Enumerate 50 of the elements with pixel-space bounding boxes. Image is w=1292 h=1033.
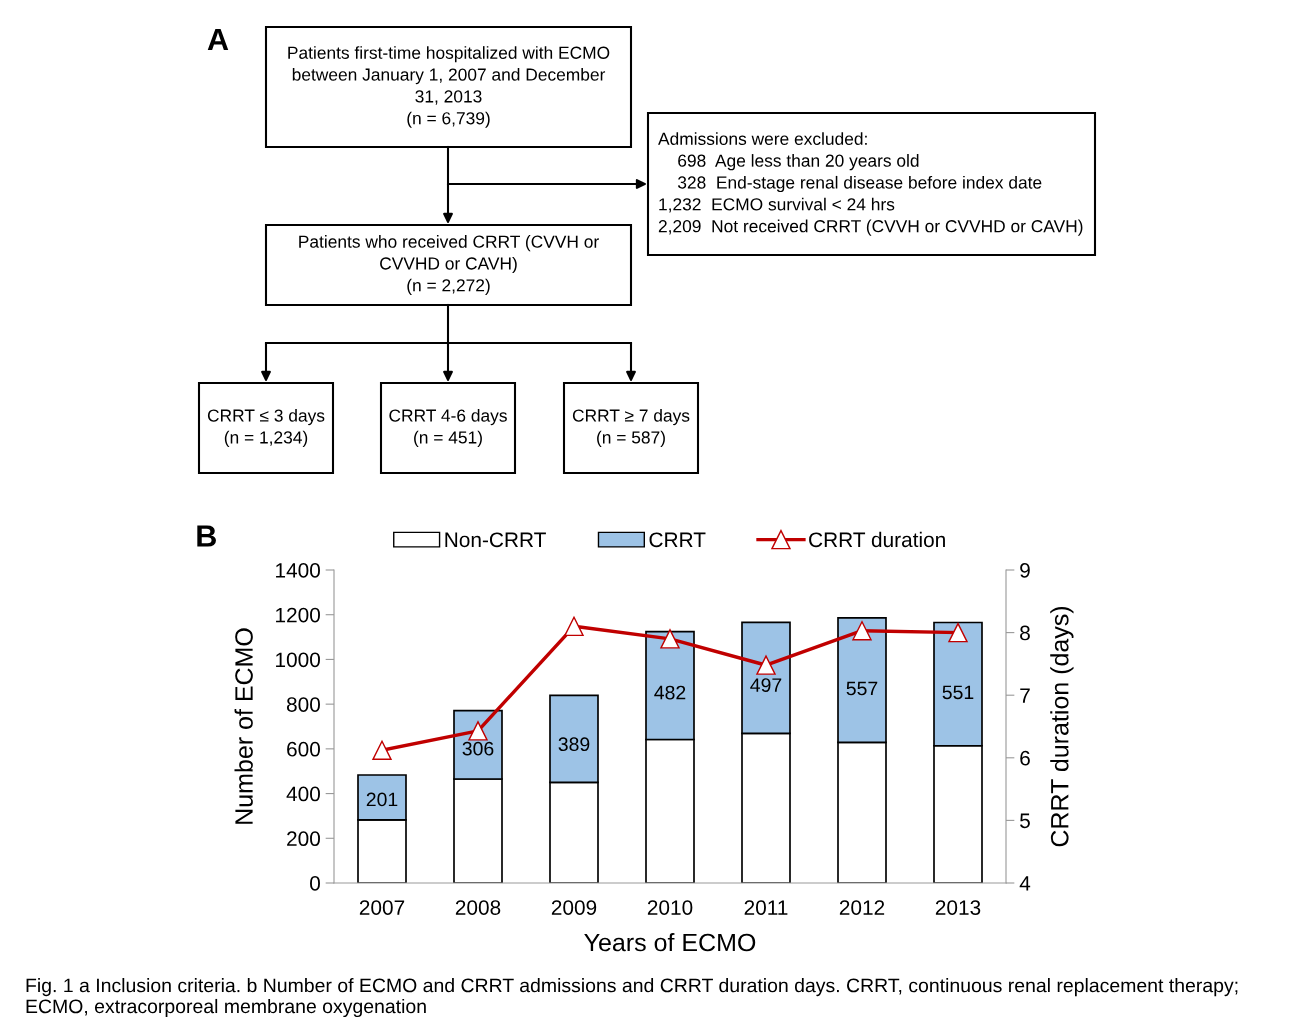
legend-label: CRRT <box>649 532 706 548</box>
y-tick-label: 1400 <box>276 563 320 578</box>
legend-label: CRRT duration <box>809 531 945 548</box>
x-tick-label: 2012 <box>839 900 885 915</box>
point <box>852 620 872 641</box>
y2-tick-label: 6 <box>1020 750 1030 766</box>
x-tick-label: 2009 <box>551 900 597 915</box>
y-tick-label: 1000 <box>276 652 320 668</box>
x-tick-label: 2011 <box>744 900 788 915</box>
x-tick-label: 2013 <box>935 900 981 915</box>
point <box>948 622 968 643</box>
caption: Fig. 1 a Inclusion criteria. b Number of ECMO and CRRT admissions and CRRT duration days. CRRT, continuous renal replacement therapy; ECMO, extracorporeal membrane oxygenation <box>26 978 1238 1018</box>
y2-tick-label: 8 <box>1020 625 1030 641</box>
data-label: 201 <box>366 792 398 807</box>
data-label: 389 <box>558 737 590 752</box>
text: A <box>207 28 229 50</box>
x-tick-label: 2010 <box>647 900 693 915</box>
y-tick-label: 0 <box>310 876 320 891</box>
text: Patients first-time hospitalized with ECMO between January 1, 2007 and December 31, 2013 (n = 6,739) <box>288 46 610 128</box>
text: CRRT 4-6 days (n = 451) <box>389 408 507 448</box>
text: Patients who received CRRT (CVVH or CVVHD or CAVH) (n = 2,272) <box>299 235 599 295</box>
y-tick-label: 400 <box>286 786 320 802</box>
point <box>468 721 488 741</box>
data-label: 551 <box>942 685 974 700</box>
y2-tick-label: 9 <box>1020 563 1030 578</box>
chart-title: B <box>197 525 216 547</box>
x-tick-label: 2008 <box>455 900 501 915</box>
data-label: 557 <box>846 681 878 696</box>
x-axis-title: Years of ECMO <box>584 933 756 952</box>
point <box>756 655 776 675</box>
y2-axis-title: CRRT duration (days) <box>1050 606 1074 847</box>
y2-tick-label: 7 <box>1020 688 1030 703</box>
y-tick-label: 200 <box>287 831 320 847</box>
data-label: 482 <box>654 685 686 700</box>
y-tick-label: 1200 <box>276 607 320 623</box>
text: CRRT ≥ 7 days (n = 587) <box>572 408 690 448</box>
y-tick-label: 800 <box>286 697 320 712</box>
point <box>564 616 584 637</box>
y2-tick-label: 4 <box>1019 876 1031 891</box>
y-axis-title: Number of ECMO <box>234 628 253 824</box>
data-label: 306 <box>462 741 494 756</box>
text: Admissions were excluded: 698 Age less than 20 years old 328 End-stage renal disease before index date 1,232 ECMO survival < 24 hrs 2,209 Not received CRRT (CVVH or CVVHD or CAVH) <box>658 132 1083 236</box>
y-tick-label: 600 <box>287 741 320 757</box>
y2-tick-label: 5 <box>1020 813 1030 829</box>
point <box>660 629 680 649</box>
text: CRRT ≤ 3 days (n = 1,234) <box>207 408 325 448</box>
legend-label: Non-CRRT <box>445 532 546 548</box>
point <box>372 740 392 761</box>
x-tick-label: 2007 <box>359 900 405 915</box>
data-label: 497 <box>750 678 782 692</box>
